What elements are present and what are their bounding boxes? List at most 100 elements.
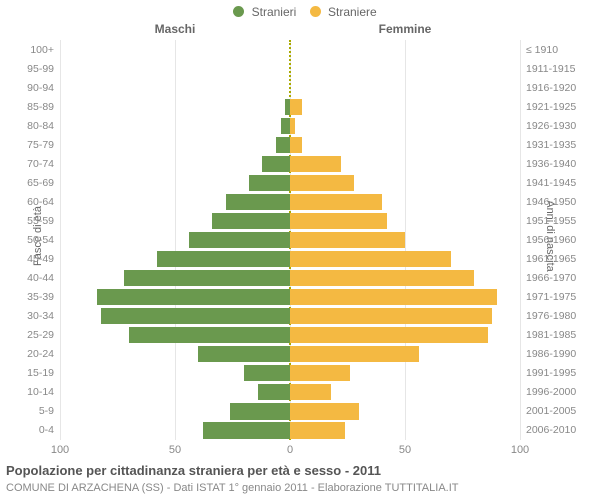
bar-row [60,346,520,362]
y-tick-age: 60-64 [27,196,54,208]
bar-female [290,308,492,324]
y-tick-birth: 1936-1940 [526,158,576,170]
bar-male [129,327,290,343]
y-tick-age: 30-34 [27,310,54,322]
bar-row [60,251,520,267]
bar-row [60,194,520,210]
footer-subtitle: COMUNE DI ARZACHENA (SS) - Dati ISTAT 1°… [6,482,459,494]
legend-label-male: Stranieri [252,5,297,19]
bar-female [290,175,354,191]
y-tick-birth: 1946-1950 [526,196,576,208]
bar-female [290,422,345,438]
y-tick-age: 35-39 [27,291,54,303]
bar-female [290,213,387,229]
bar-row [60,365,520,381]
bar-male [212,213,290,229]
y-tick-age: 80-84 [27,120,54,132]
y-tick-age: 5-9 [39,405,54,417]
x-tick: 100 [51,444,69,456]
bar-female [290,403,359,419]
bar-row [60,232,520,248]
bar-row [60,327,520,343]
bar-row [60,60,520,76]
bar-row [60,80,520,96]
bar-male [124,270,290,286]
x-tick: 100 [511,444,529,456]
y-tick-age: 95-99 [27,63,54,75]
bar-female [290,365,350,381]
legend: Stranieri Straniere [0,4,600,19]
bar-male [189,232,290,248]
bar-female [290,289,497,305]
y-tick-age: 55-59 [27,215,54,227]
bar-row [60,99,520,115]
bar-female [290,327,488,343]
footer-title: Popolazione per cittadinanza straniera p… [6,463,381,478]
y-tick-birth: 1941-1945 [526,177,576,189]
bar-male [244,365,290,381]
bar-female [290,270,474,286]
y-tick-birth: 1991-1995 [526,367,576,379]
bar-row [60,384,520,400]
bar-row [60,137,520,153]
y-tick-birth: 1961-1965 [526,253,576,265]
y-tick-birth: 1926-1930 [526,120,576,132]
y-tick-age: 45-49 [27,253,54,265]
grid-line [520,40,521,440]
bar-male [157,251,290,267]
bar-row [60,270,520,286]
y-tick-age: 85-89 [27,101,54,113]
population-pyramid-chart: Stranieri Straniere Maschi Femmine Fasce… [0,0,600,500]
bar-row [60,213,520,229]
bar-female [290,346,419,362]
y-tick-birth: 1971-1975 [526,291,576,303]
y-tick-birth: 1921-1925 [526,101,576,113]
bar-row [60,308,520,324]
y-tick-age: 20-24 [27,348,54,360]
legend-swatch-female [310,6,321,17]
y-tick-birth: 1981-1985 [526,329,576,341]
bar-row [60,156,520,172]
bar-male [262,156,290,172]
y-tick-age: 50-54 [27,234,54,246]
y-tick-birth: 1951-1955 [526,215,576,227]
column-title-male: Maschi [60,22,290,36]
bar-male [97,289,290,305]
y-tick-birth: 2001-2005 [526,405,576,417]
bars-container [60,40,520,440]
y-tick-birth: 1911-1915 [526,63,575,75]
bar-male [226,194,290,210]
y-tick-age: 65-69 [27,177,54,189]
bar-female [290,156,341,172]
y-tick-age: 25-29 [27,329,54,341]
bar-male [276,137,290,153]
bar-female [290,251,451,267]
y-tick-birth: 1986-1990 [526,348,576,360]
bar-female [290,99,302,115]
x-tick: 0 [287,444,293,456]
y-tick-age: 100+ [30,44,54,56]
bar-male [281,118,290,134]
plot-area: Maschi Femmine Fasce di età Anni di nasc… [60,40,520,440]
legend-label-female: Straniere [328,5,377,19]
y-tick-birth: 1931-1935 [526,139,576,151]
bar-male [230,403,290,419]
bar-row [60,118,520,134]
bar-female [290,137,302,153]
y-tick-birth: 1996-2000 [526,386,576,398]
bar-row [60,289,520,305]
y-tick-birth: 1956-1960 [526,234,576,246]
y-tick-age: 70-74 [27,158,54,170]
bar-male [101,308,290,324]
y-tick-age: 75-79 [27,139,54,151]
column-title-female: Femmine [290,22,520,36]
bar-row [60,41,520,57]
bar-female [290,384,331,400]
bar-row [60,403,520,419]
y-tick-birth: 1966-1970 [526,272,576,284]
bar-female [290,118,295,134]
y-tick-birth: ≤ 1910 [526,44,558,56]
x-tick: 50 [169,444,181,456]
bar-male [198,346,290,362]
y-tick-age: 0-4 [39,424,54,436]
